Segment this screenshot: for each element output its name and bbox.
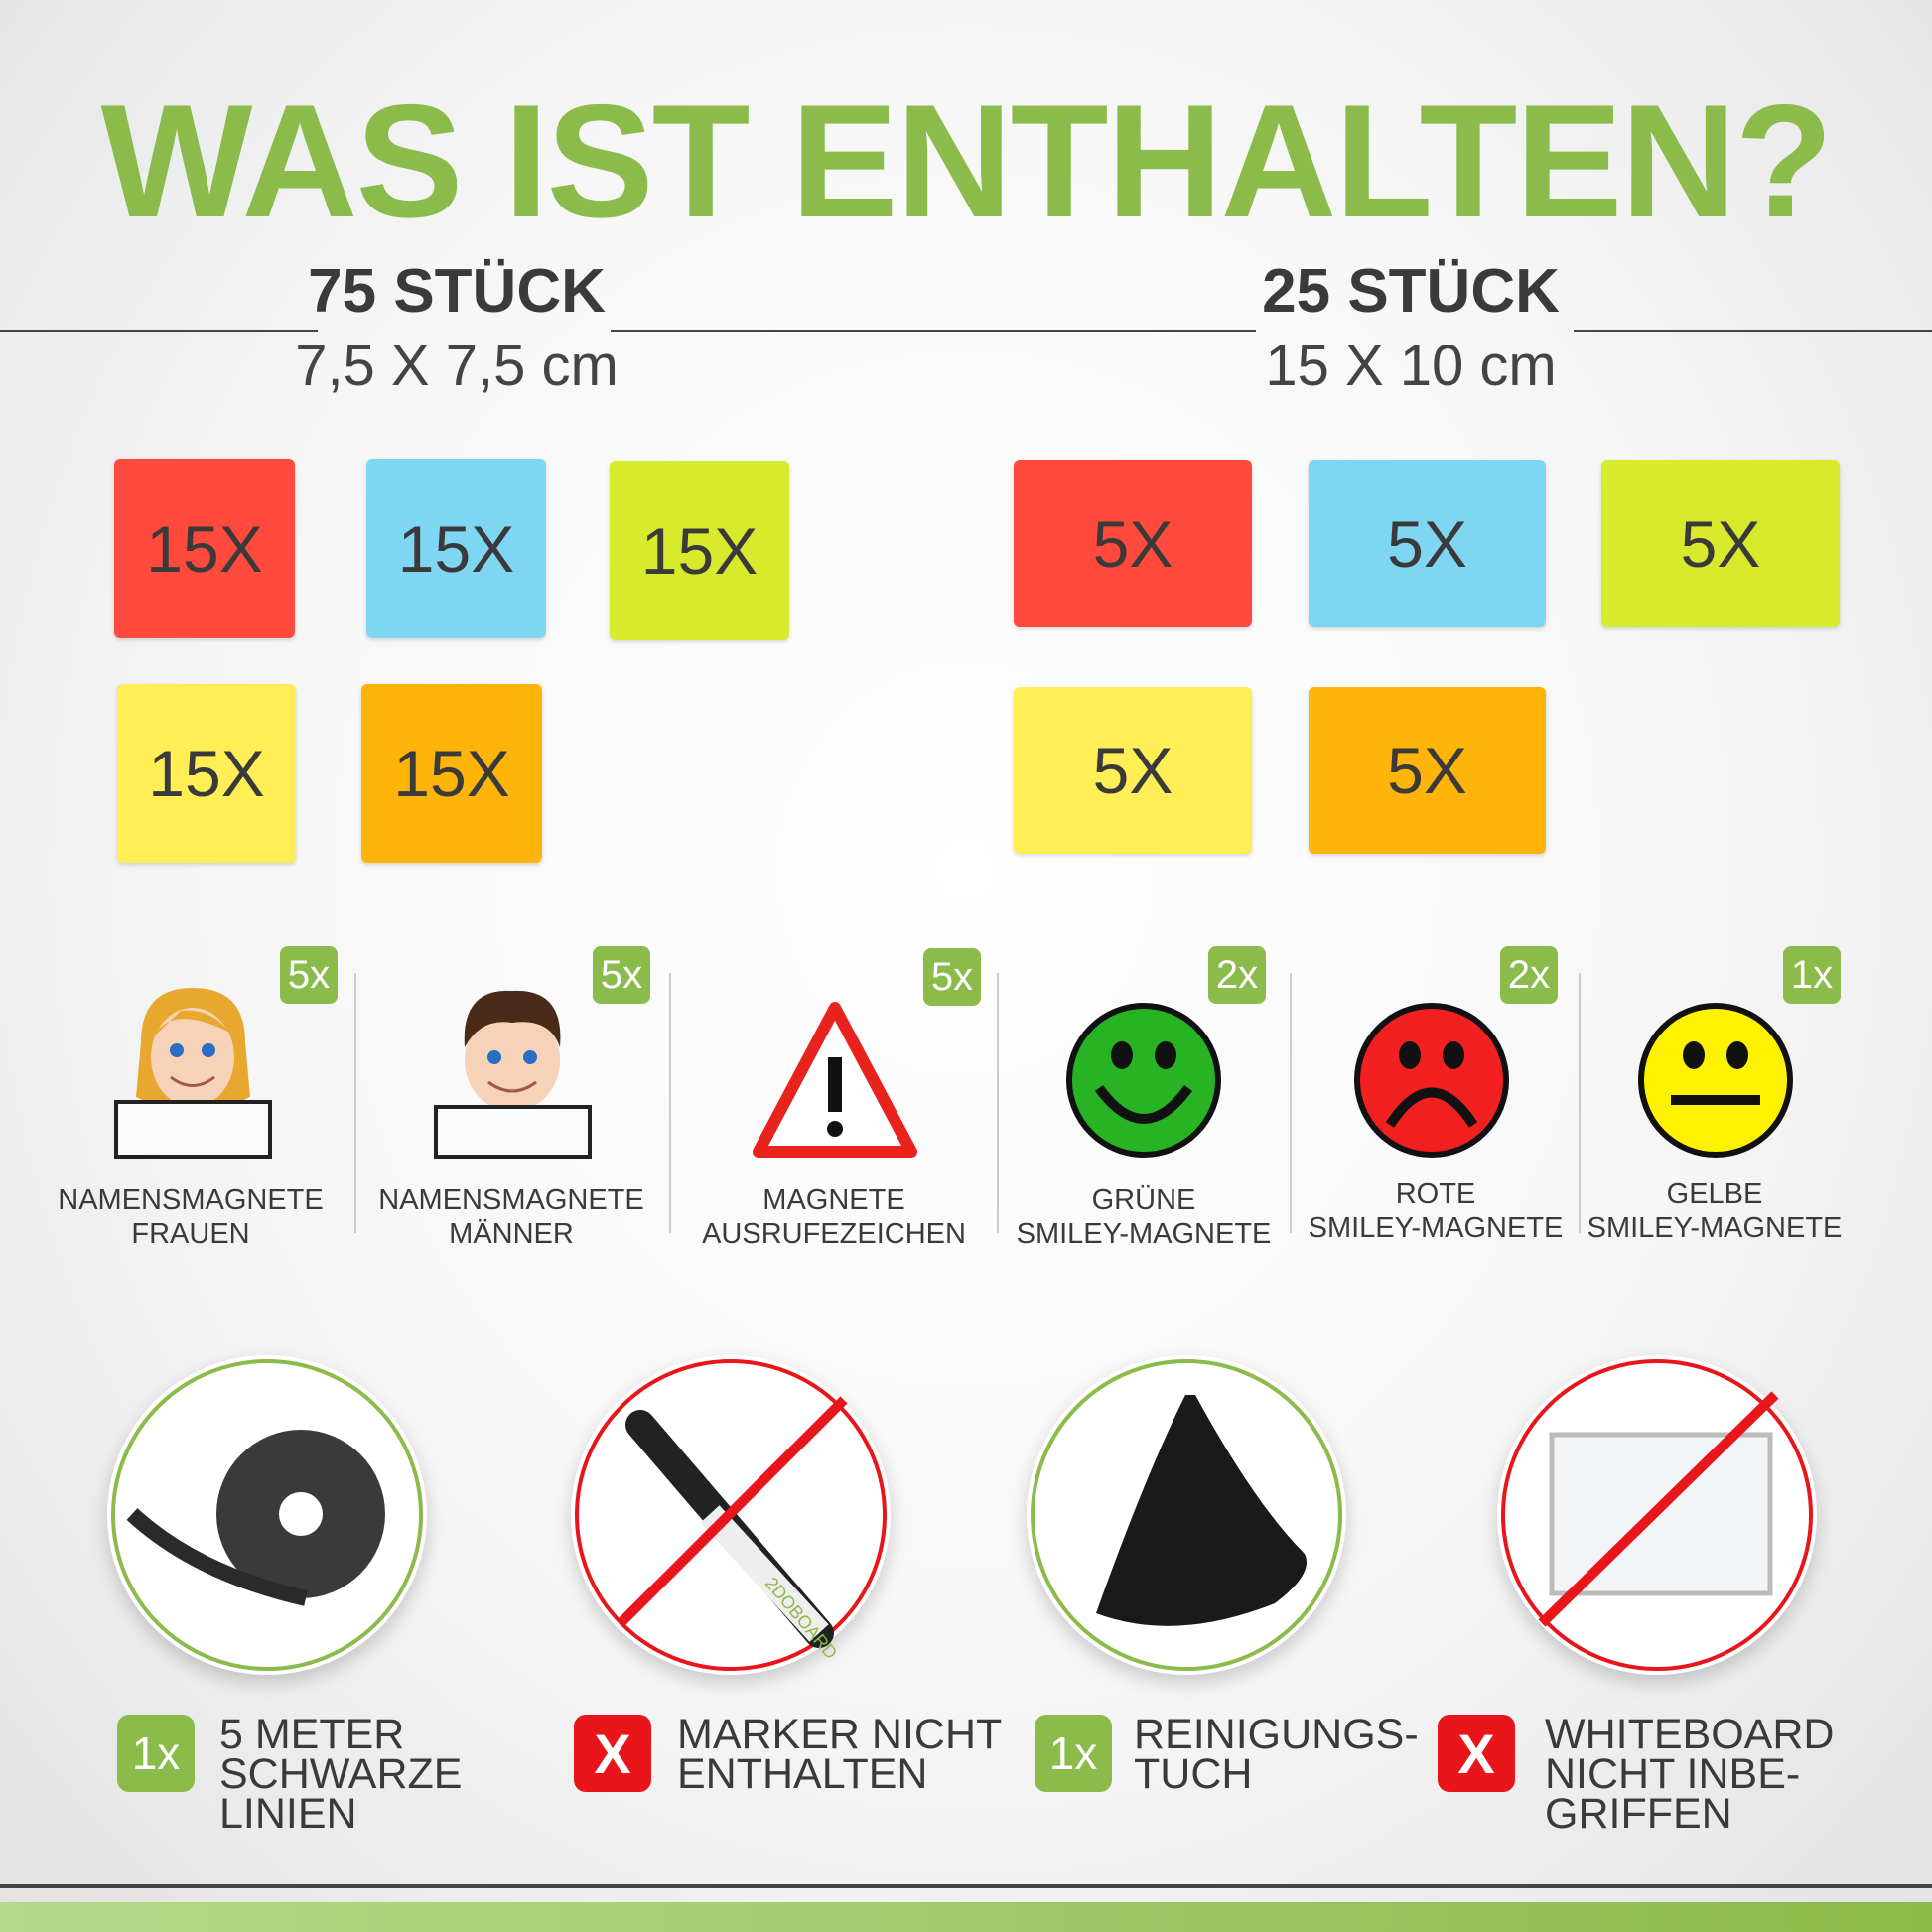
tile-count: 15X [148, 737, 265, 810]
not-included-x-icon: X [1438, 1715, 1515, 1792]
whiteboard-not-included-image [1497, 1355, 1817, 1675]
footer-line [0, 1884, 1932, 1888]
marker-not-included-image: 2DOBOARD [571, 1355, 891, 1675]
left-tile-blue: 15X [366, 459, 546, 638]
divider [997, 973, 999, 1233]
page-title: WAS IST ENTHALTEN? [100, 71, 1834, 251]
extra-label: 5 METER SCHWARZE LINIEN [219, 1711, 463, 1838]
left-tile-yellow: 15X [117, 684, 296, 863]
magnet-label: GRÜNE SMILEY-MAGNETE [1016, 1184, 1272, 1250]
footer-band [0, 1902, 1932, 1932]
cloth-icon [1031, 1359, 1342, 1671]
tape-roll-icon [111, 1359, 423, 1671]
boy-name-magnet-icon [434, 990, 592, 1159]
tile-count: 5X [1092, 506, 1173, 581]
tile-count: 5X [1387, 506, 1467, 581]
marker-brand: 2DOBOARD [761, 1574, 841, 1663]
left-tile-red: 15X [114, 459, 295, 638]
tile-count: 5X [1387, 734, 1467, 807]
tile-count: 15X [397, 511, 515, 586]
warning-icon [753, 1002, 917, 1158]
qty-badge: 1x [117, 1715, 195, 1792]
tile-count: 15X [146, 511, 263, 586]
sad-smiley-icon [1354, 1003, 1509, 1158]
right-size: 15 X 10 cm [1265, 334, 1557, 398]
qty-badge: 2x [1208, 946, 1266, 1004]
happy-smiley-icon [1066, 1003, 1221, 1158]
qty-badge: 5x [593, 946, 650, 1004]
right-tile-red: 5X [1014, 460, 1252, 627]
left-tile-green: 15X [610, 461, 789, 640]
qty-badge: 1x [1783, 946, 1841, 1004]
not-included-x-icon: X [574, 1715, 651, 1792]
left-tile-orange: 15X [361, 684, 542, 863]
tile-count: 15X [640, 513, 759, 588]
extra-label: MARKER NICHT ENTHALTEN [677, 1711, 1003, 1798]
magnet-label: NAMENSMAGNETE MÄNNER [378, 1184, 644, 1250]
divider [611, 330, 1256, 332]
extra-label: REINIGUNGS- TUCH [1134, 1711, 1419, 1798]
right-count: 25 STÜCK [1262, 257, 1560, 326]
tile-count: 5X [1092, 734, 1173, 807]
left-group-header: 75 STÜCK 7,5 X 7,5 cm [208, 256, 705, 399]
right-tile-yellow: 5X [1014, 687, 1252, 854]
divider [1579, 973, 1581, 1233]
marker-crossed-icon: 2DOBOARD [575, 1359, 887, 1671]
tile-count: 15X [393, 737, 510, 810]
qty-badge: 5x [923, 948, 981, 1006]
magnet-label: NAMENSMAGNETE FRAUEN [58, 1184, 324, 1250]
right-group-header: 25 STÜCK 15 X 10 cm [1163, 256, 1659, 399]
magnetic-tape-image [107, 1355, 427, 1675]
neutral-smiley-icon [1638, 1003, 1793, 1158]
tile-count: 5X [1680, 506, 1761, 581]
whiteboard-crossed-icon [1501, 1359, 1813, 1671]
right-tile-blue: 5X [1309, 460, 1546, 627]
divider [669, 973, 671, 1233]
divider [354, 973, 356, 1233]
qty-badge: 1x [1035, 1715, 1112, 1792]
magnet-label: ROTE SMILEY-MAGNETE [1308, 1178, 1564, 1244]
cleaning-cloth-image [1027, 1355, 1346, 1675]
right-tile-green: 5X [1601, 460, 1840, 627]
left-size: 7,5 X 7,5 cm [295, 334, 619, 398]
left-count: 75 STÜCK [308, 257, 606, 326]
divider [0, 330, 318, 332]
divider [1574, 330, 1932, 332]
magnet-label: GELBE SMILEY-MAGNETE [1587, 1178, 1843, 1244]
extra-label: WHITEBOARD NICHT INBE- GRIFFEN [1545, 1711, 1835, 1838]
right-tile-orange: 5X [1309, 687, 1546, 854]
magnet-label: MAGNETE AUSRUFEZEICHEN [702, 1184, 966, 1250]
qty-badge: 2x [1500, 946, 1558, 1004]
divider [1290, 973, 1292, 1233]
girl-name-magnet-icon [114, 988, 272, 1159]
qty-badge: 5x [280, 946, 338, 1004]
